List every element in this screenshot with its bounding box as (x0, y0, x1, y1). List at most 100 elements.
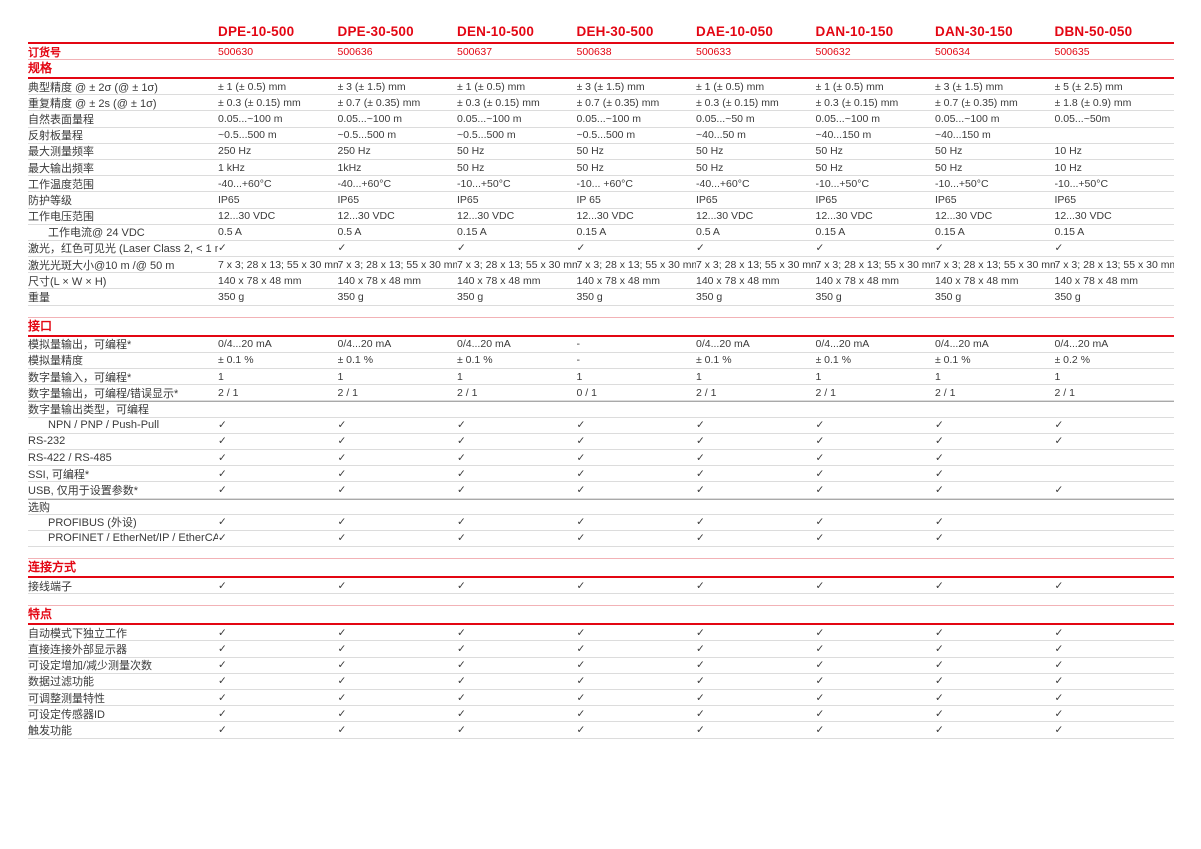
check-icon: ✓ (576, 626, 586, 639)
spec-cell: 0.15 A (935, 226, 965, 239)
spec-cell: 2 / 1 (696, 386, 717, 399)
spec-cell: ✓ (338, 659, 458, 671)
check-icon: ✓ (696, 435, 705, 448)
spec-cell: 0.15 A (1054, 226, 1085, 239)
row-label: USB, 仅用于设置参数* (28, 482, 218, 498)
row-label: 激光光斑大小@10 m /@ 50 m (28, 257, 218, 273)
check-icon: ✓ (815, 467, 825, 480)
check-icon: ✓ (457, 579, 466, 592)
row-label: 直接连接外部显示器 (28, 641, 218, 657)
section-0: 规格 典型精度 @ ± 2σ (@ ± 1σ) ± 1 (± 0.5) mm ± 3 … (28, 60, 1174, 306)
check-icon: ✓ (696, 242, 705, 255)
spec-cell: ✓ (935, 468, 1055, 480)
spec-cell: ✓ (816, 659, 936, 671)
spec-cell: ✓ (338, 468, 458, 480)
spec-cell: IP65 (337, 193, 360, 206)
spec-cell: ✓ (816, 532, 936, 544)
check-icon: ✓ (696, 723, 705, 736)
spec-cell: ✓ (338, 724, 458, 736)
spec-cell: ± 1.8 (± 0.9) mm (1055, 97, 1175, 109)
row-label: 模拟量输出，可编程* (28, 336, 218, 352)
check-icon: ✓ (696, 675, 705, 688)
spec-cell: IP65 (696, 193, 718, 206)
check-icon: ✓ (696, 467, 705, 480)
spec-cell: 0.15 A (935, 226, 1055, 238)
spec-cell: ✓ (696, 580, 816, 592)
spec-cell: ~0.5...500 m (218, 129, 338, 141)
check-icon: ✓ (696, 532, 705, 545)
spec-cell: 7 x 3; 28 x 13; 55 x 30 mm (1055, 259, 1175, 271)
spec-cell: ✓ (457, 242, 577, 254)
row-label: 数字量输入，可编程* (28, 369, 218, 385)
spec-cell: ✓ (218, 532, 338, 544)
row-label: 激光，红色可见光 (Laser Class 2, < 1 mW) (28, 240, 218, 256)
spec-cell: 1kHz (337, 161, 362, 174)
spec-cell: 7 x 3; 28 x 13; 55 x 30 mm (577, 259, 697, 271)
row-label: NPN / PNP / Push-Pull (48, 419, 160, 432)
spec-cell: 10 Hz (1055, 162, 1175, 174)
spec-cell: ✓ (577, 659, 697, 671)
spec-cell: 2 / 1 (337, 386, 358, 399)
spec-cell: -10...+50°C (457, 177, 511, 190)
spec-cell: 0.05...~100 m (815, 112, 881, 125)
row-label: SSI, 可编程* (28, 468, 90, 481)
spec-cell: 0.05...~100 m (218, 113, 338, 125)
spec-cell: 12...30 VDC (457, 210, 515, 223)
spec-cell: ✓ (218, 643, 338, 655)
spec-cell: 0.5 A (696, 226, 816, 238)
check-icon: ✓ (337, 626, 347, 639)
row-label: 自然表面量程 (28, 111, 218, 127)
spec-cell: ✓ (457, 627, 577, 639)
row-label: 重复精度 @ ± 2s (@ ± 1σ) (28, 97, 157, 110)
spec-cell: ✓ (696, 692, 816, 704)
check-icon: ✓ (218, 723, 227, 736)
row-label: RS-232 (28, 435, 218, 447)
order-number: 500634 (935, 46, 1055, 58)
spec-cell: ✓ (935, 643, 1055, 655)
spec-table: DPE-10-500 DPE-30-500 DEN-10-500 DEH-30-500… (28, 24, 1174, 739)
table-row: 激光，红色可见光 (Laser Class 2, < 1 mW) ✓ ✓ ✓ ✓ ✓ ✓ ✓ ✓ (28, 240, 1174, 258)
spec-cell: ✓ (696, 708, 816, 720)
spec-cell: 350 g (935, 291, 962, 304)
row-label: 可设定传感器ID (28, 706, 218, 722)
spec-cell: 0.15 A (1055, 226, 1175, 238)
check-icon: ✓ (218, 659, 227, 672)
spec-cell: 10 Hz (1054, 161, 1082, 174)
spec-cell: ✓ (338, 708, 458, 720)
spec-cell: ✓ (935, 484, 1055, 496)
spec-cell: ✓ (338, 627, 458, 639)
table-row: 数字量输出，可编程/错误显示* 2 / 1 2 / 1 2 / 1 0 / 1 2 / 1… (28, 385, 1175, 402)
spec-cell: 2 / 1 (1055, 387, 1175, 399)
spec-cell: 0.15 A (815, 226, 846, 239)
spec-cell: ~40...50 m (696, 129, 746, 142)
row-label: 最大输出频率 (28, 162, 94, 175)
spec-cell: 1kHz (338, 162, 458, 174)
table-row: 自动模式下独立工作 ✓ ✓ ✓ ✓ ✓ ✓ ✓ ✓ (28, 625, 1174, 642)
spec-cell: ✓ (457, 659, 577, 671)
spec-cell: ✓ (338, 484, 458, 496)
spec-cell: ✓ (816, 242, 936, 254)
table-row: 工作电流@ 24 VDC 0.5 A 0.5 A 0.15 A 0.15 A 0.5 A 0… (28, 225, 1174, 241)
spec-cell: ~40...150 m (935, 129, 1055, 141)
spec-cell: 0/4...20 mA (935, 338, 989, 351)
spec-cell: 2 / 1 (816, 387, 936, 399)
check-icon: ✓ (935, 579, 944, 592)
check-icon: ✓ (337, 451, 347, 464)
row-label: 典型精度 @ ± 2σ (@ ± 1σ) (28, 79, 218, 95)
spec-cell: ✓ (696, 724, 816, 736)
check-icon: ✓ (696, 419, 705, 432)
row-label: 数字量输出，可编程/错误显示* (28, 387, 179, 400)
section-2: 连接方式 接线端子 ✓ ✓ ✓ ✓ ✓ ✓ ✓ ✓ (28, 558, 1174, 595)
spec-cell: 1 (816, 371, 936, 383)
check-icon: ✓ (935, 467, 944, 480)
spec-cell: ~40...150 m (935, 129, 991, 142)
spec-cell: ✓ (935, 659, 1055, 671)
check-icon: ✓ (576, 659, 586, 672)
spec-cell: ✓ (816, 675, 936, 687)
row-label: 激光光斑大小@10 m /@ 50 m (28, 259, 175, 272)
spec-cell: 140 x 78 x 48 mm (935, 275, 1055, 287)
spec-cell: 0.5 A (696, 226, 720, 239)
check-icon: ✓ (337, 483, 347, 496)
check-icon: ✓ (457, 467, 466, 480)
spec-cell: ✓ (338, 692, 458, 704)
